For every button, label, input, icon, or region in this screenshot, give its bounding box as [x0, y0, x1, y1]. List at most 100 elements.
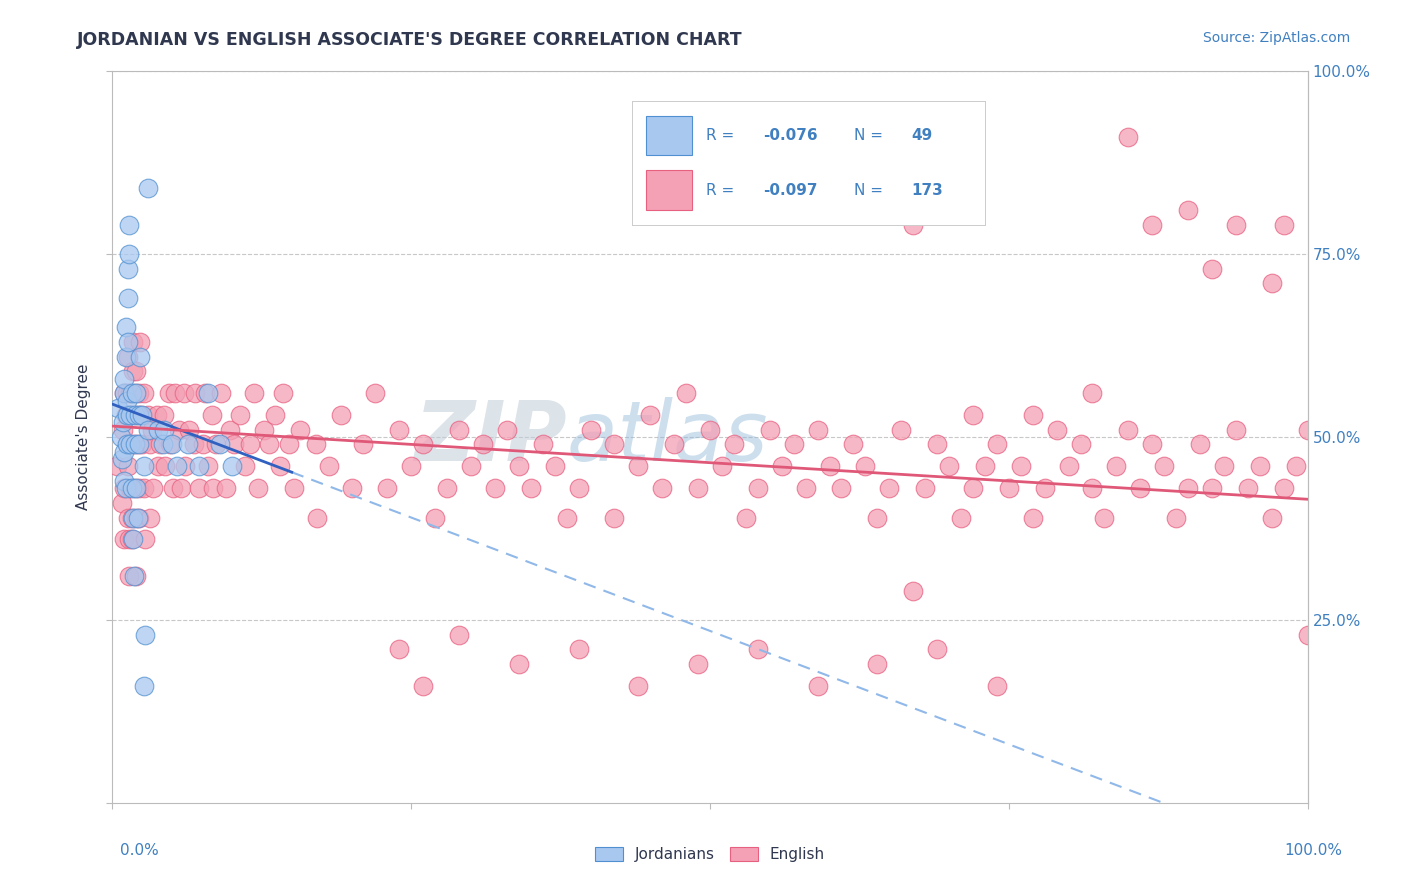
- Point: [807, 679, 830, 693]
- Point: [508, 657, 530, 671]
- Point: [1261, 277, 1284, 291]
- Point: [110, 430, 132, 444]
- Point: [117, 291, 139, 305]
- Point: [152, 437, 174, 451]
- Point: [640, 408, 662, 422]
- Point: [950, 510, 973, 524]
- Point: [162, 437, 183, 451]
- Point: [122, 408, 145, 422]
- Point: [127, 437, 149, 451]
- Point: [340, 481, 363, 495]
- Point: [1129, 481, 1152, 495]
- Point: [138, 510, 160, 524]
- Point: [496, 423, 519, 437]
- Point: [149, 437, 172, 451]
- Point: [747, 642, 769, 657]
- Point: [163, 386, 186, 401]
- Point: [132, 481, 155, 495]
- Point: [128, 408, 150, 422]
- Point: [568, 642, 591, 657]
- Point: [177, 437, 200, 451]
- Text: JORDANIAN VS ENGLISH ASSOCIATE'S DEGREE CORRELATION CHART: JORDANIAN VS ENGLISH ASSOCIATE'S DEGREE …: [77, 31, 742, 49]
- Point: [134, 627, 156, 641]
- Point: [114, 386, 135, 401]
- Point: [927, 642, 949, 657]
- Point: [890, 423, 912, 437]
- Point: [173, 386, 195, 401]
- Point: [187, 481, 209, 495]
- Point: [1094, 510, 1116, 524]
- Point: [273, 386, 295, 401]
- Point: [1105, 459, 1128, 474]
- Point: [107, 401, 129, 415]
- Point: [472, 437, 495, 451]
- Point: [305, 510, 328, 524]
- Point: [1272, 481, 1295, 495]
- Point: [142, 481, 165, 495]
- Point: [1010, 459, 1032, 474]
- Point: [125, 364, 148, 378]
- Point: [866, 657, 889, 671]
- Point: [903, 583, 925, 598]
- Point: [128, 481, 150, 495]
- Point: [118, 569, 141, 583]
- Point: [111, 496, 134, 510]
- Point: [114, 408, 136, 422]
- Point: [986, 437, 1008, 451]
- Point: [201, 408, 224, 422]
- Point: [146, 423, 169, 437]
- Point: [129, 334, 152, 349]
- Point: [1118, 130, 1140, 145]
- Point: [120, 437, 142, 451]
- Point: [132, 679, 155, 693]
- Point: [1272, 218, 1295, 232]
- Point: [903, 218, 925, 232]
- Point: [247, 481, 270, 495]
- Y-axis label: Associate's Degree: Associate's Degree: [76, 364, 91, 510]
- Point: [1033, 481, 1056, 495]
- Point: [132, 459, 155, 474]
- Legend: Jordanians, English: Jordanians, English: [589, 841, 831, 868]
- Text: 100.0%: 100.0%: [1285, 843, 1343, 858]
- Point: [138, 181, 160, 195]
- Point: [221, 459, 243, 474]
- Text: ZIP: ZIP: [413, 397, 567, 477]
- Point: [125, 569, 148, 583]
- Point: [352, 437, 374, 451]
- Point: [747, 481, 769, 495]
- Point: [121, 386, 143, 401]
- Point: [627, 459, 650, 474]
- Point: [447, 627, 470, 641]
- Point: [962, 481, 984, 495]
- Point: [1153, 459, 1175, 474]
- Point: [1201, 261, 1223, 276]
- Point: [209, 437, 232, 451]
- Point: [128, 386, 150, 401]
- Point: [1261, 510, 1284, 524]
- Point: [117, 261, 139, 276]
- Point: [128, 510, 150, 524]
- Point: [1142, 218, 1164, 232]
- Point: [603, 510, 626, 524]
- Point: [264, 408, 287, 422]
- Point: [782, 437, 804, 451]
- Point: [193, 386, 215, 401]
- Point: [121, 334, 143, 349]
- Point: [1046, 423, 1069, 437]
- Point: [174, 459, 197, 474]
- Point: [412, 679, 434, 693]
- Point: [484, 481, 506, 495]
- Point: [770, 459, 793, 474]
- Point: [121, 510, 143, 524]
- Point: [121, 533, 143, 547]
- Point: [998, 481, 1021, 495]
- Point: [688, 481, 710, 495]
- Point: [962, 408, 984, 422]
- Point: [120, 481, 142, 495]
- Point: [115, 386, 138, 401]
- Point: [842, 437, 865, 451]
- Point: [914, 481, 936, 495]
- Text: atlas: atlas: [567, 397, 768, 477]
- Point: [364, 386, 387, 401]
- Point: [125, 510, 148, 524]
